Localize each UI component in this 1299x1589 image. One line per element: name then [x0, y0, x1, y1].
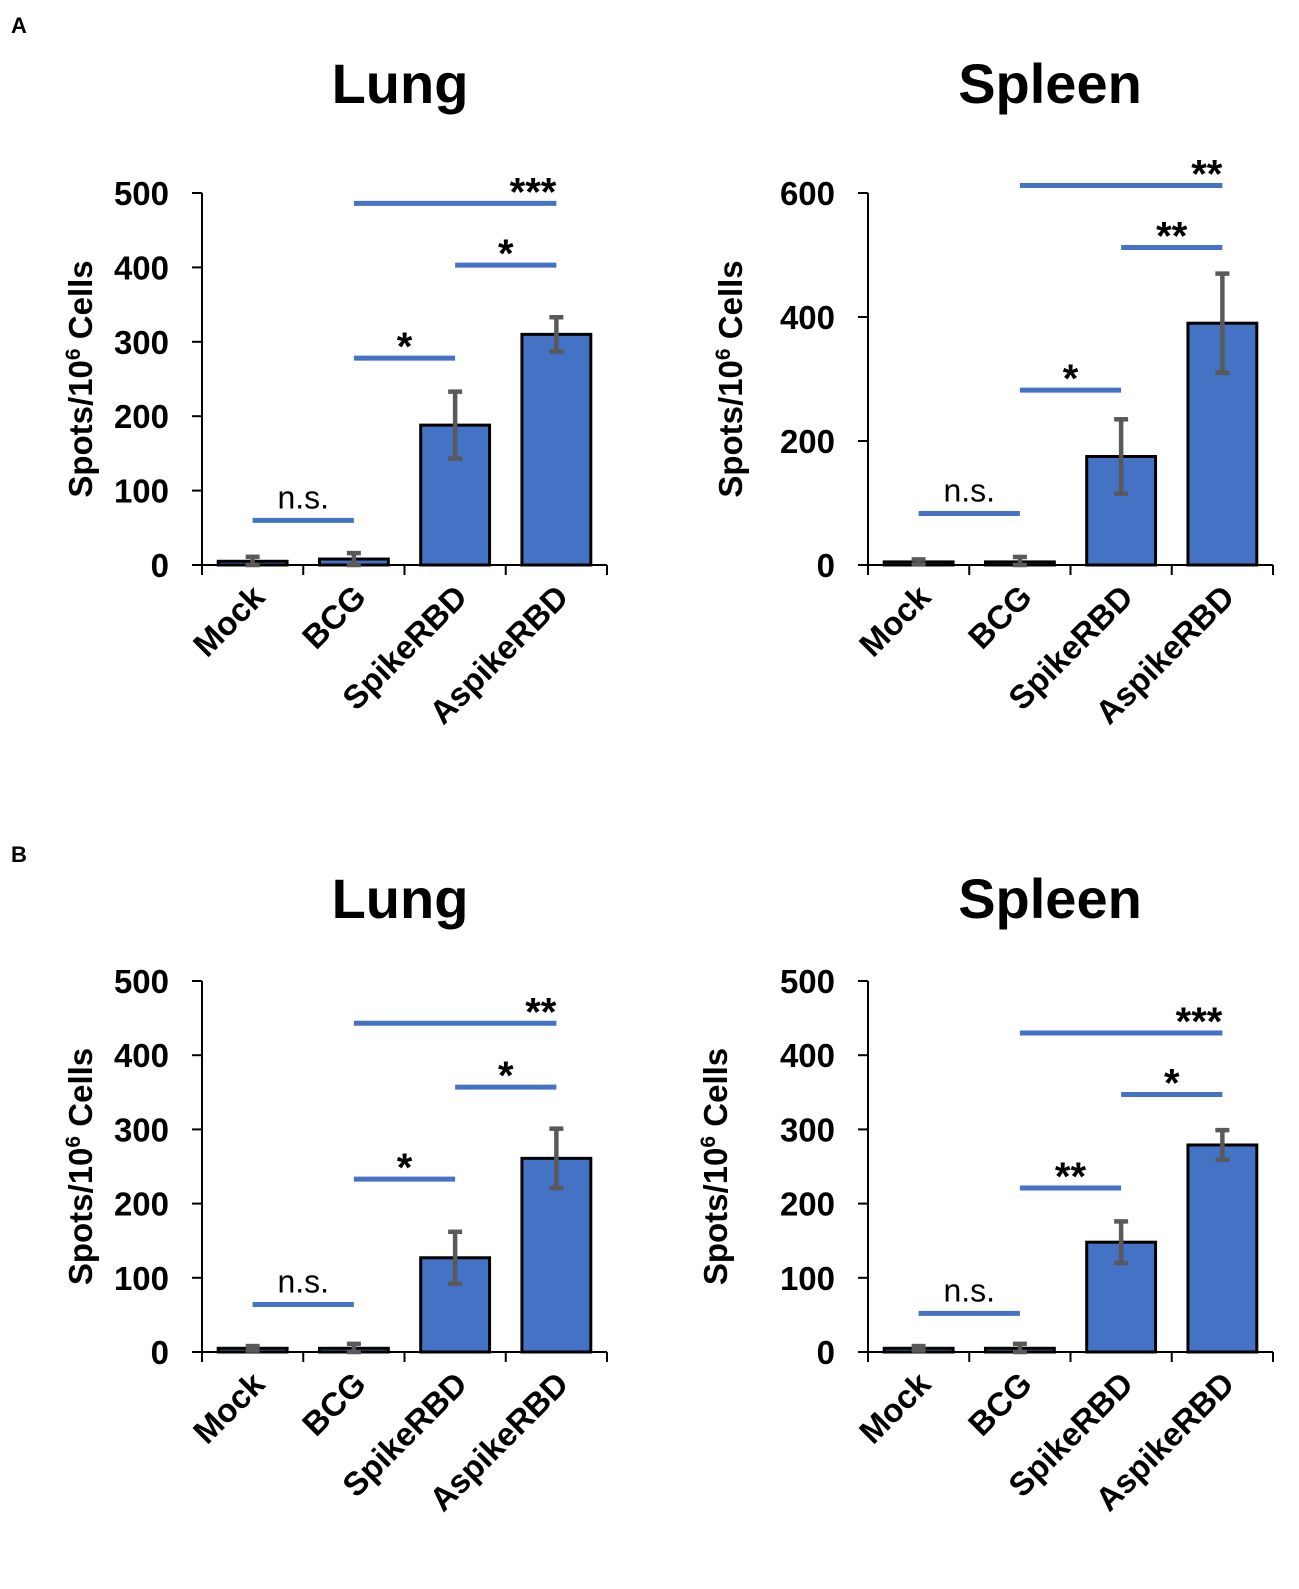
y-tick-label: 400	[114, 1037, 169, 1074]
x-category-label: BCG	[961, 578, 1039, 656]
y-tick-label: 300	[114, 324, 169, 361]
significance-label: n.s.	[943, 473, 995, 509]
chart-title: Lung	[332, 867, 469, 930]
chart-3: Lung 0 100 200 300 400 500 Spots/106 Cells Mock B…	[62, 867, 608, 1518]
y-tick-label: 0	[151, 1334, 169, 1371]
y-axis-label: Spots/106 Cells	[712, 260, 749, 497]
y-axis-label: Spots/106 Cells	[697, 1048, 734, 1285]
significance-label: n.s.	[943, 1272, 995, 1308]
panel-letter-b: B	[11, 842, 27, 867]
chart-1: Lung 0 100 200 300 400 500 Spots/106 Cells Mock B…	[62, 52, 608, 731]
significance-label: **	[1191, 153, 1223, 197]
chart-title: Spleen	[958, 867, 1142, 930]
y-axis-label: Spots/106 Cells	[62, 260, 99, 497]
significance-label: **	[1156, 215, 1188, 259]
bar-aspikerbd	[1186, 1143, 1259, 1354]
x-category-label: BCG	[961, 1365, 1039, 1443]
x-category-label: BCG	[295, 1365, 373, 1443]
x-category-label: Mock	[186, 577, 272, 663]
y-tick-label: 0	[151, 547, 169, 584]
chart-4: Spleen 0 100 200 300 400 500 Spots/106 Cells Moc…	[697, 867, 1274, 1518]
y-axis-label: Spots/106 Cells	[62, 1048, 99, 1285]
x-category-label: BCG	[295, 578, 373, 656]
y-tick-label: 400	[780, 1037, 835, 1074]
y-tick-label: 400	[780, 299, 835, 336]
y-tick-label: 300	[114, 1111, 169, 1148]
y-tick-label: 200	[780, 423, 835, 460]
y-tick-label: 200	[114, 1186, 169, 1223]
y-tick-label: 100	[780, 1260, 835, 1297]
x-category-label: Mock	[852, 577, 938, 663]
y-tick-label: 400	[114, 249, 169, 286]
significance-label: n.s.	[277, 479, 329, 515]
y-tick-label: 0	[817, 547, 835, 584]
x-category-label: Mock	[852, 1364, 938, 1450]
significance-label: n.s.	[277, 1264, 329, 1300]
significance-label: *	[1063, 357, 1079, 401]
significance-label: *	[498, 1054, 514, 1098]
bar-aspikerbd	[520, 332, 593, 567]
significance-label: **	[525, 990, 557, 1034]
significance-label: *	[498, 232, 514, 276]
y-tick-label: 0	[817, 1334, 835, 1371]
chart-title: Lung	[332, 52, 469, 115]
significance-label: **	[1055, 1155, 1087, 1199]
significance-label: ***	[510, 170, 557, 214]
significance-label: *	[397, 1146, 413, 1190]
y-tick-label: 500	[114, 175, 169, 212]
y-tick-label: 100	[114, 473, 169, 510]
chart-title: Spleen	[958, 52, 1142, 115]
y-tick-label: 600	[780, 175, 835, 212]
y-tick-label: 200	[780, 1186, 835, 1223]
y-tick-label: 500	[780, 963, 835, 1000]
bar-spikerbd	[419, 1256, 492, 1354]
y-tick-label: 200	[114, 398, 169, 435]
x-category-label: Mock	[186, 1364, 272, 1450]
y-tick-label: 300	[780, 1111, 835, 1148]
y-tick-label: 100	[114, 1260, 169, 1297]
significance-label: *	[397, 325, 413, 369]
significance-label: ***	[1176, 1000, 1223, 1044]
panel-letter-a: A	[11, 13, 27, 38]
y-tick-label: 500	[114, 963, 169, 1000]
significance-label: *	[1164, 1062, 1180, 1106]
